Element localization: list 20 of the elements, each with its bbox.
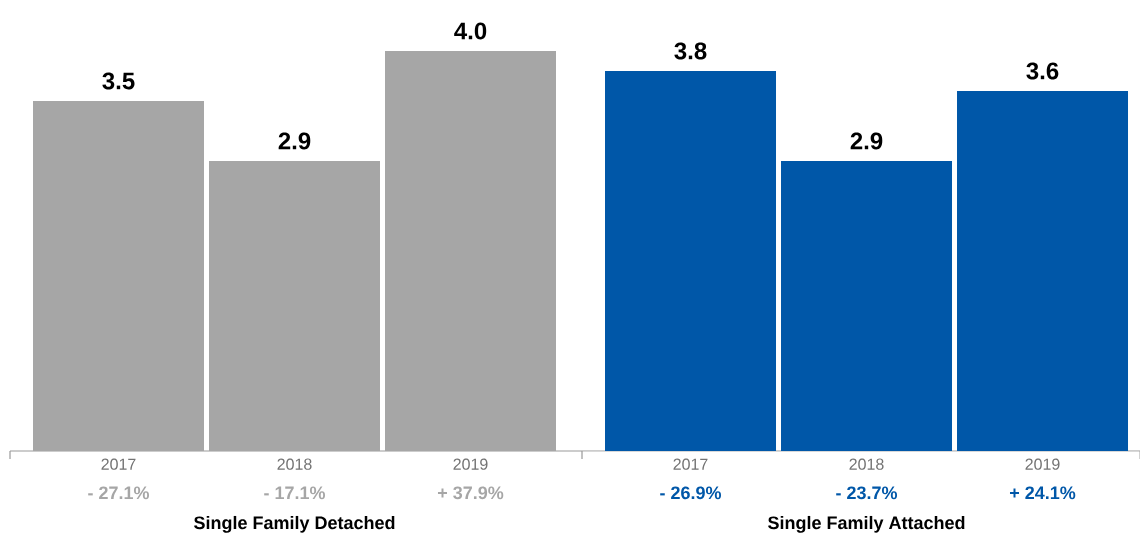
data-label: 3.5 — [102, 72, 135, 90]
text: - 17.1% — [264, 486, 326, 500]
x-axis-title: Single Family Attached — [768, 515, 965, 533]
text: - 26.9% — [660, 486, 722, 500]
x-tick-label: 2019 — [1025, 458, 1060, 470]
text: + 24.1% — [1009, 486, 1076, 500]
data-label: 2.9 — [278, 132, 311, 150]
x-tick-label: 2017 — [101, 458, 136, 470]
text: - 27.1% — [88, 486, 150, 500]
x-axis-title: Single Family Detached — [193, 515, 395, 533]
data-label: 3.6 — [1026, 62, 1059, 80]
data-label: 4.0 — [454, 22, 487, 40]
x-tick-label: 2017 — [673, 458, 708, 470]
data-label: 3.8 — [674, 42, 707, 60]
x-tick-label: 2019 — [453, 458, 488, 470]
x-tick-label: 2018 — [277, 458, 312, 470]
data-label: 2.9 — [850, 132, 883, 150]
x-tick-label: 2018 — [849, 458, 884, 470]
text: - 23.7% — [836, 486, 898, 500]
text: + 37.9% — [437, 486, 504, 500]
